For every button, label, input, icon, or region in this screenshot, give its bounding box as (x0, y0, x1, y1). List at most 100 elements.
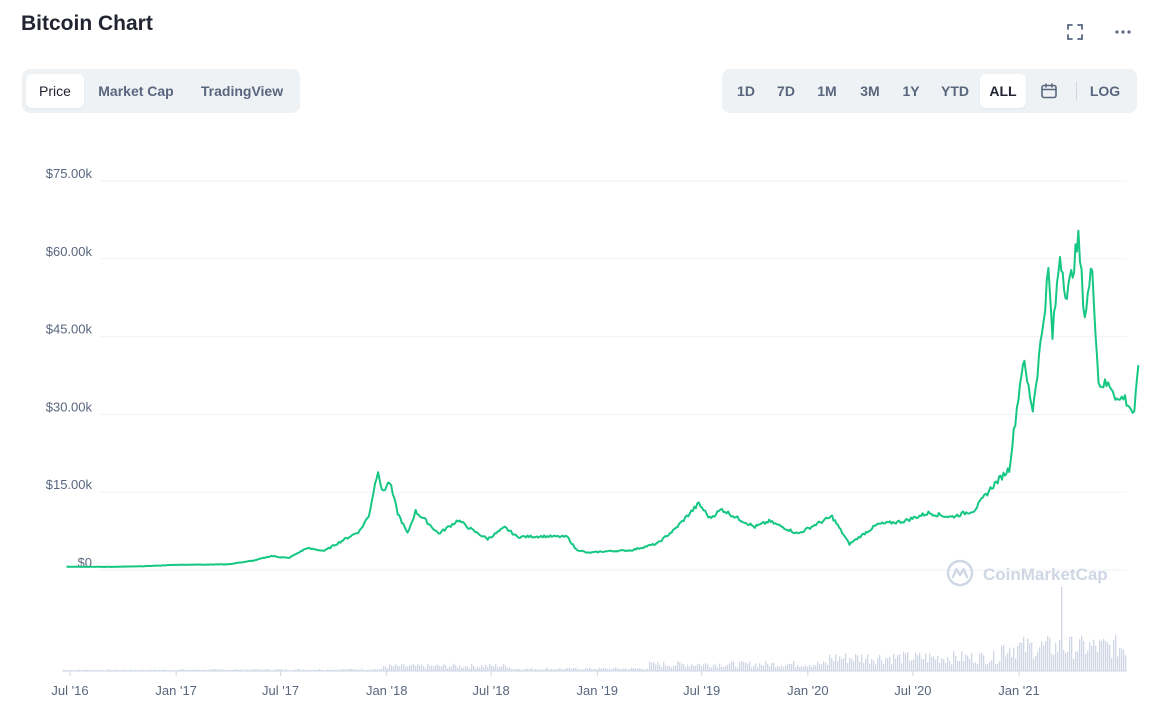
volume-bar (613, 668, 615, 671)
volume-bar (1017, 645, 1019, 671)
y-tick-label: $15.00k (46, 477, 93, 492)
volume-bar (241, 669, 243, 671)
volume-bar (109, 669, 111, 671)
volume-bar (437, 664, 439, 671)
volume-bar (507, 668, 509, 671)
range-7d[interactable]: 7D (777, 83, 795, 99)
volume-bar (895, 658, 897, 671)
volume-bar (879, 654, 881, 671)
volume-bar (427, 663, 429, 671)
volume-bar (881, 660, 883, 671)
range-1d[interactable]: 1D (737, 83, 755, 99)
tab-tradingview[interactable]: TradingView (200, 83, 284, 99)
volume-bar (547, 668, 549, 671)
volume-bar (193, 669, 195, 671)
tab-price[interactable]: Price (26, 74, 84, 108)
volume-bar (719, 663, 721, 671)
fullscreen-icon[interactable] (1063, 20, 1087, 44)
volume-bar (1073, 659, 1075, 671)
range-ytd[interactable]: YTD (941, 83, 969, 99)
volume-bar (653, 661, 655, 671)
volume-bar (863, 663, 865, 671)
volume-bar (909, 661, 911, 671)
volume-bar (451, 666, 453, 671)
volume-bar (261, 669, 263, 671)
volume-bar (279, 669, 281, 671)
volume-bar (399, 666, 401, 671)
calendar-button[interactable] (1026, 74, 1072, 108)
x-tick-label: Jul '19 (683, 683, 720, 698)
volume-bar (651, 662, 653, 671)
volume-bar (523, 669, 525, 671)
volume-bar (1007, 653, 1009, 671)
volume-bar (829, 654, 831, 671)
more-icon[interactable] (1111, 20, 1135, 44)
volume-bar (991, 660, 993, 671)
range-3m[interactable]: 3M (860, 83, 880, 99)
volume-bar (389, 664, 391, 671)
volume-bar (1015, 658, 1017, 671)
volume-bar (253, 668, 255, 671)
volume-bar (715, 664, 717, 671)
volume-bar (1001, 645, 1003, 671)
volume-bar (159, 669, 161, 671)
volume-bar (401, 664, 403, 671)
volume-bar (983, 655, 985, 671)
tab-market-cap[interactable]: Market Cap (98, 83, 174, 99)
volume-bar (661, 667, 663, 671)
volume-bar (317, 669, 319, 671)
volume-bar (899, 654, 901, 671)
volume-bar (425, 668, 427, 671)
volume-bar (723, 667, 725, 671)
volume-bar (843, 658, 845, 671)
volume-bar (911, 660, 913, 671)
volume-bar (631, 667, 633, 671)
volume-bar (1053, 654, 1055, 671)
range-1y[interactable]: 1Y (902, 83, 920, 99)
range-1m[interactable]: 1M (817, 83, 837, 99)
volume-bar (821, 663, 823, 671)
volume-bar (403, 664, 405, 671)
volume-bar (1095, 645, 1097, 671)
price-line (66, 229, 1140, 568)
top-actions (1063, 20, 1135, 44)
volume-bar (781, 665, 783, 671)
volume-bars (63, 587, 1127, 671)
volume-bar (1043, 645, 1045, 671)
range-all[interactable]: ALL (980, 74, 1026, 108)
volume-bar (341, 668, 343, 671)
volume-bar (1029, 643, 1031, 671)
volume-bar (349, 668, 351, 671)
volume-bar (249, 669, 251, 671)
volume-bar (113, 669, 115, 671)
volume-bar (813, 664, 815, 671)
volume-bar (873, 660, 875, 671)
volume-bar (955, 655, 957, 671)
volume-bar (969, 658, 971, 671)
volume-bar (985, 664, 987, 671)
volume-bar (639, 668, 641, 671)
volume-bar (763, 665, 765, 671)
volume-bar (943, 659, 945, 671)
volume-bar (275, 669, 277, 671)
volume-bar (449, 666, 451, 671)
volume-bar (615, 667, 617, 671)
volume-bar (627, 669, 629, 671)
volume-bar (495, 664, 497, 671)
volume-bar (685, 667, 687, 671)
volume-bar (609, 668, 611, 671)
volume-bar (209, 669, 211, 671)
log-scale-toggle[interactable]: LOG (1089, 83, 1121, 99)
volume-bar (573, 667, 575, 671)
volume-bar (431, 665, 433, 671)
volume-bar (377, 669, 379, 671)
volume-bar (393, 666, 395, 671)
volume-bar (257, 669, 259, 671)
volume-bar (467, 666, 469, 671)
volume-bar (593, 669, 595, 671)
volume-bar (183, 669, 185, 671)
volume-bar (513, 669, 515, 671)
volume-bar (99, 669, 101, 671)
volume-bar (503, 663, 505, 671)
volume-bar (73, 669, 75, 671)
